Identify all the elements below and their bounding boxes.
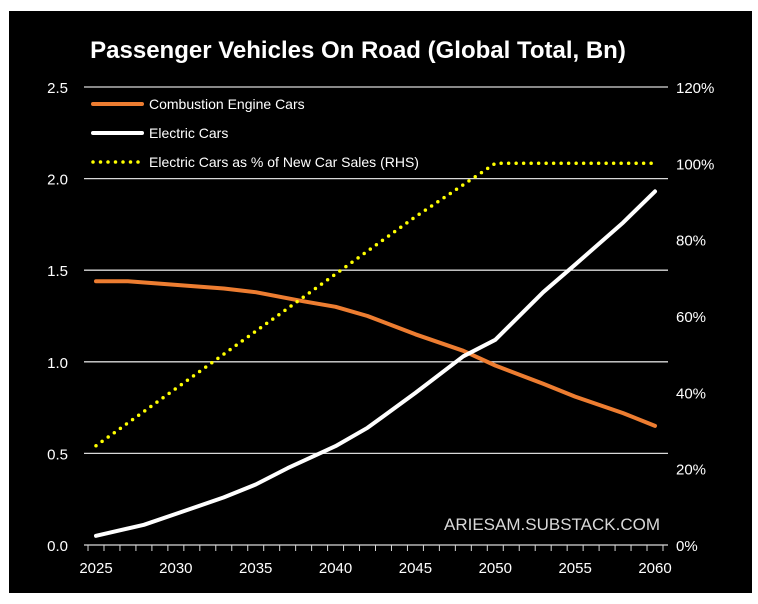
y-tick-label: 2.0 xyxy=(47,172,68,189)
chart-title: Passenger Vehicles On Road (Global Total… xyxy=(90,37,626,64)
y2-tick-label: 20% xyxy=(676,462,706,479)
x-tick-label: 2025 xyxy=(79,560,112,577)
x-tick-label: 2040 xyxy=(319,560,352,577)
x-tick-label: 2035 xyxy=(239,560,272,577)
y2-tick-label: 60% xyxy=(676,309,706,326)
y-tick-label: 1.5 xyxy=(47,263,68,280)
x-tick-label: 2055 xyxy=(558,560,591,577)
y-tick-label: 1.0 xyxy=(47,355,68,372)
series-line-2 xyxy=(94,161,657,448)
y2-tick-label: 40% xyxy=(676,385,706,402)
y2-tick-label: 0% xyxy=(676,538,698,555)
y-tick-label: 2.5 xyxy=(47,80,68,97)
x-tick-label: 2060 xyxy=(638,560,671,577)
y2-tick-label: 120% xyxy=(676,80,714,97)
chart-panel xyxy=(9,11,752,593)
series-line-0 xyxy=(94,279,657,428)
y-tick-label: 0.5 xyxy=(47,446,68,463)
legend-label: Electric Cars as % of New Car Sales (RHS… xyxy=(149,154,419,170)
series-line-1 xyxy=(94,189,657,538)
watermark: ARIESAM.SUBSTACK.COM xyxy=(444,515,660,534)
x-tick-label: 2050 xyxy=(479,560,512,577)
x-tick-label: 2045 xyxy=(399,560,432,577)
legend-label: Combustion Engine Cars xyxy=(149,96,305,112)
y2-tick-label: 80% xyxy=(676,233,706,250)
legend-label: Electric Cars xyxy=(149,125,228,141)
y2-tick-label: 100% xyxy=(676,156,714,173)
y-tick-label: 0.0 xyxy=(47,538,68,555)
x-tick-label: 2030 xyxy=(159,560,192,577)
